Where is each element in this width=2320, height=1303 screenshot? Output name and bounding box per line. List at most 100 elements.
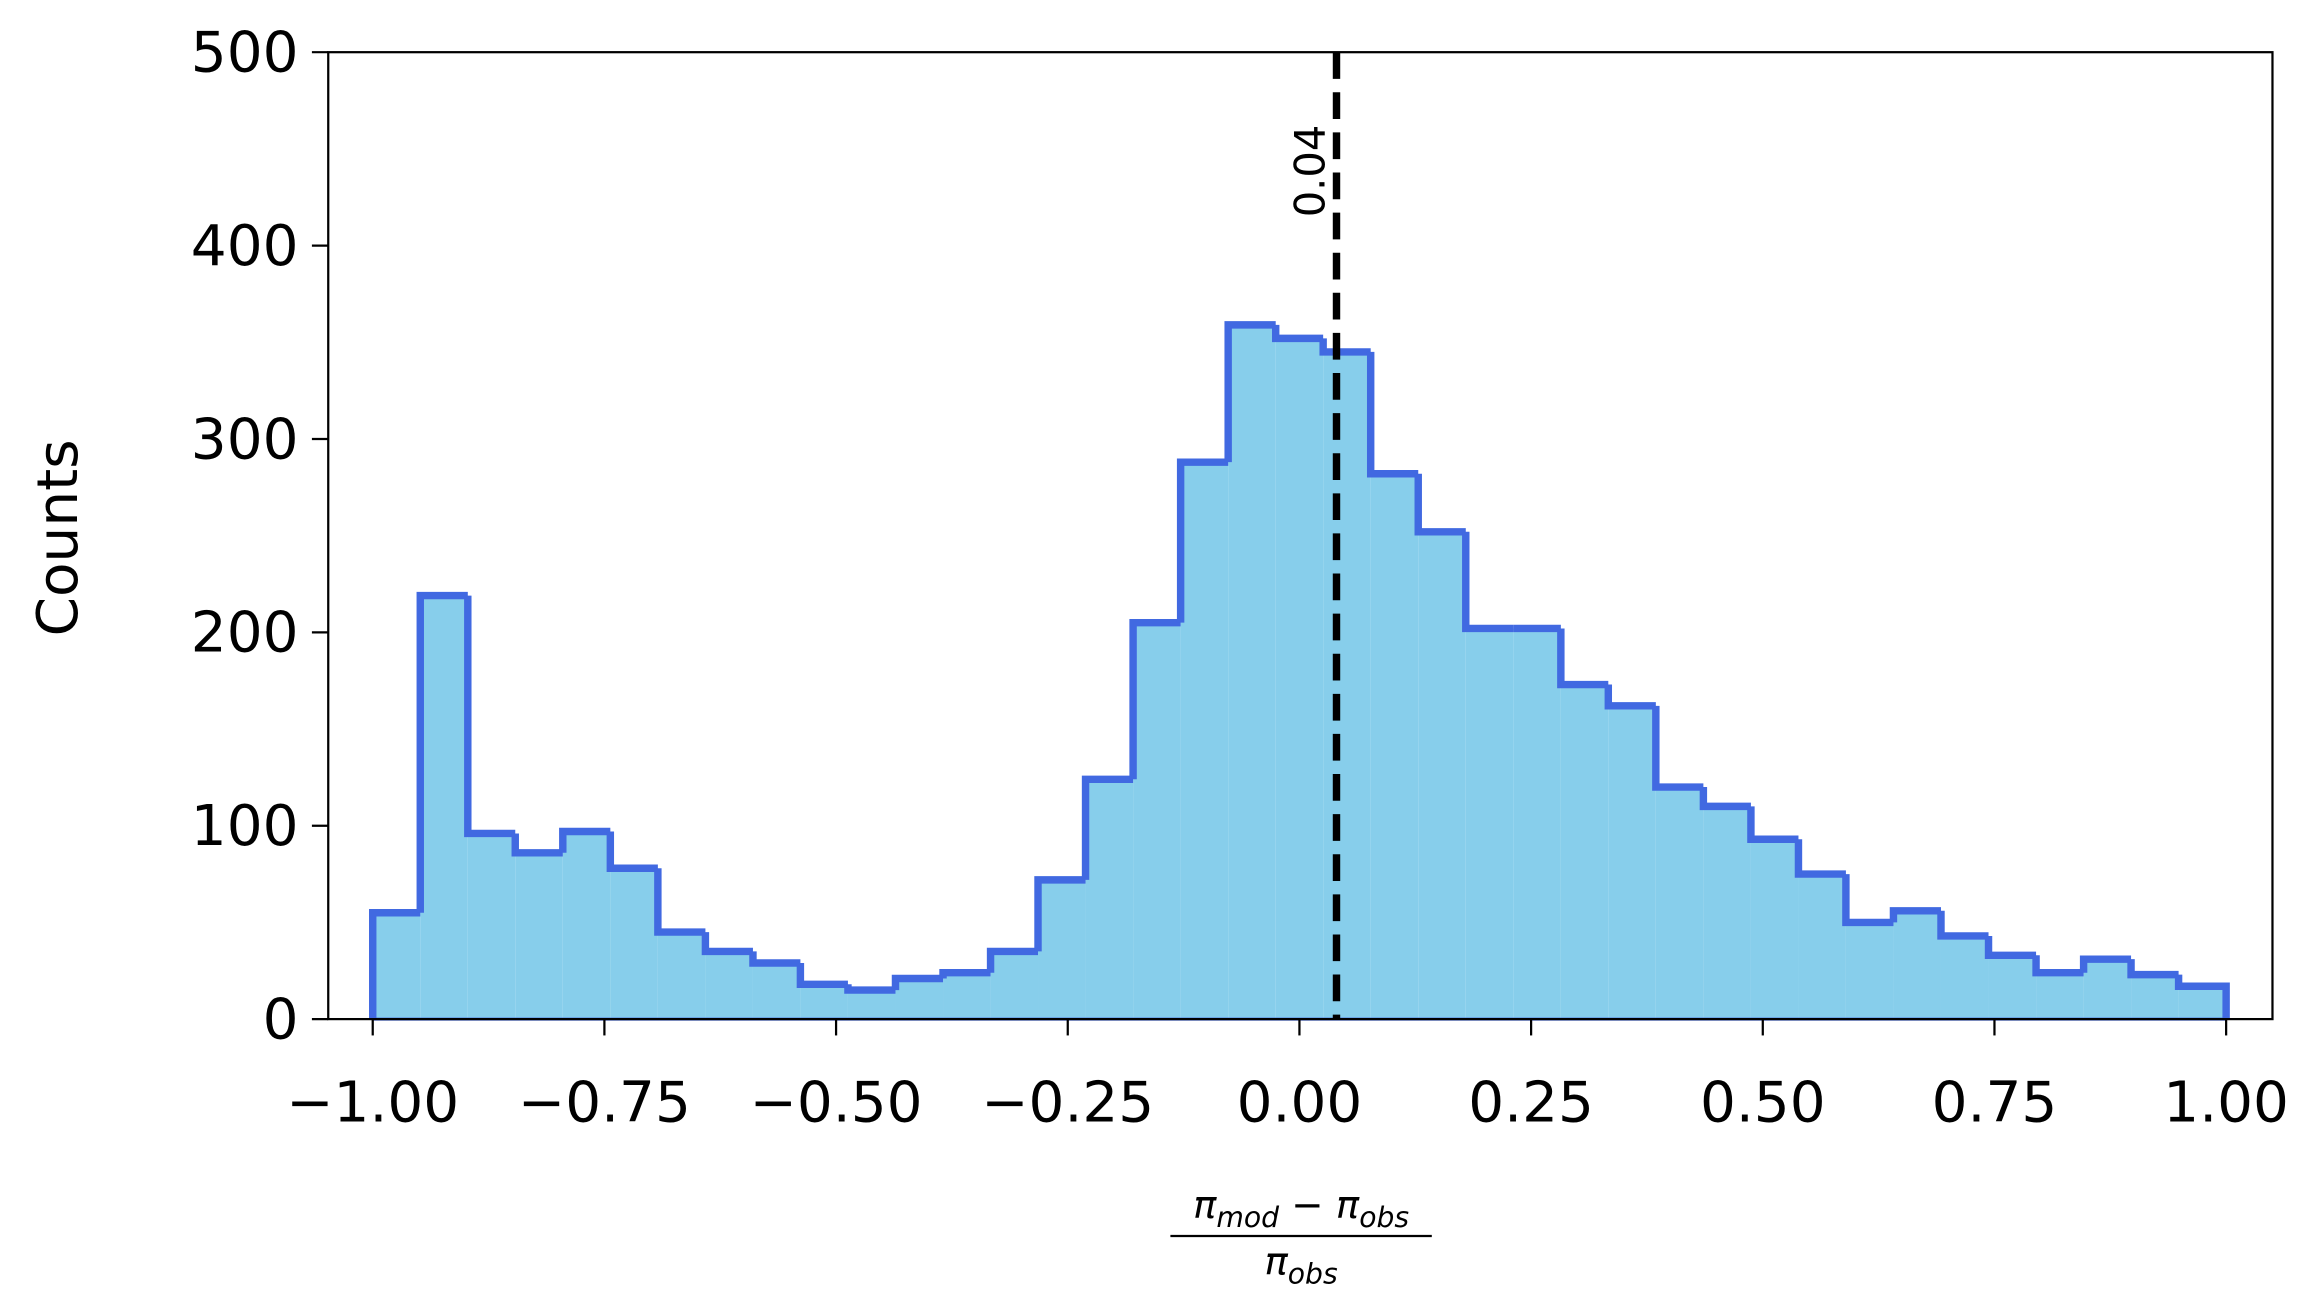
bar-outline: [1034, 876, 1086, 952]
bar: [1608, 705, 1656, 1020]
bar: [705, 951, 753, 1020]
bar: [1275, 338, 1324, 1020]
bar: [1560, 684, 1609, 1020]
bar-outline: [1937, 910, 1989, 940]
bar-outline: [606, 831, 658, 872]
bar: [657, 932, 706, 1020]
bar: [1370, 473, 1419, 1020]
bar: [2083, 959, 2132, 1020]
bar-outline: [1604, 684, 1656, 710]
bar-outline: [1984, 935, 2037, 960]
bar: [420, 595, 468, 1020]
bar-outline: [1889, 907, 1941, 923]
bar: [1940, 935, 1989, 1020]
bar-outline: [891, 974, 944, 991]
label-part: − π: [1279, 1183, 1360, 1228]
bar: [1228, 324, 1276, 1020]
bar-outline: [749, 951, 801, 967]
x-tick-label: −0.25: [981, 1071, 1154, 1136]
x-tick-label: 0.50: [1700, 1071, 1826, 1136]
bar-outline: [1842, 874, 1894, 927]
x-axis-label-numerator: πmod − πobs: [1193, 1183, 1409, 1234]
bar-outline: [511, 833, 563, 857]
x-tick-label: −0.50: [750, 1071, 923, 1136]
bar: [1180, 462, 1229, 1020]
bar: [752, 963, 801, 1020]
bar-outline: [1319, 338, 1371, 356]
bar: [1798, 874, 1846, 1020]
bar-outline: [1462, 531, 1514, 633]
bar-outline: [1271, 324, 1324, 343]
bar: [610, 868, 658, 1020]
bar-outline: [2127, 959, 2179, 979]
bar-outline: [1081, 775, 1134, 880]
reference-label: 0.04: [1286, 125, 1335, 218]
bar: [1323, 351, 1371, 1020]
bar-outline: [1794, 839, 1846, 878]
bar: [2036, 972, 2084, 1020]
bar-outline: [701, 932, 753, 956]
bar-outline: [2079, 955, 2132, 973]
bar: [990, 951, 1039, 1020]
bar: [1513, 628, 1561, 1020]
bar-outline: [1414, 473, 1466, 536]
bar: [1893, 910, 1941, 1020]
bar: [895, 978, 944, 1020]
y-tick-label: 0: [263, 987, 299, 1052]
bar: [2178, 986, 2227, 1020]
bar-outline: [939, 968, 991, 979]
bar: [2131, 974, 2179, 1020]
bar: [1703, 806, 1751, 1020]
bar-outline: [986, 947, 1039, 973]
bar: [372, 912, 421, 1020]
y-tick-label: 400: [191, 214, 299, 279]
bar: [800, 984, 848, 1020]
x-tick-label: 0.75: [1932, 1071, 2058, 1136]
bar-outline: [1176, 458, 1229, 623]
bar: [515, 852, 563, 1020]
y-tick-label: 300: [191, 407, 299, 472]
bar: [467, 833, 516, 1020]
bar-outline: [416, 591, 468, 913]
y-axis-label: Counts: [26, 439, 91, 636]
y-tick-label: 100: [191, 794, 299, 859]
bar: [847, 990, 896, 1020]
bar-outline: [1224, 321, 1276, 463]
bar: [1038, 879, 1086, 1020]
x-tick-label: −1.00: [286, 1071, 459, 1136]
bar-outline: [1699, 787, 1751, 811]
bar-outline: [844, 984, 896, 994]
label-part: π: [1193, 1183, 1217, 1228]
bar-outline: [1652, 705, 1704, 791]
bar-outline: [654, 868, 706, 936]
bar: [1655, 787, 1704, 1020]
label-part: π: [1265, 1240, 1289, 1285]
bar-outline: [2174, 974, 2230, 1020]
bar-outline: [2032, 955, 2084, 977]
bar-outline: [1129, 618, 1181, 780]
bar-outline: [796, 963, 848, 989]
bar: [1750, 839, 1799, 1020]
y-tick-label: 500: [191, 21, 299, 86]
bar-outline: [1557, 628, 1609, 689]
x-tick-label: 1.00: [2163, 1071, 2289, 1136]
subscript: mod: [1216, 1201, 1280, 1234]
x-axis-label-denominator: πobs: [1265, 1240, 1338, 1291]
bar: [1085, 779, 1134, 1020]
bar-outline: [1747, 806, 1799, 843]
bar: [562, 831, 611, 1020]
bar: [1133, 622, 1181, 1020]
subscript: obs: [1359, 1201, 1409, 1234]
bar-outline: [559, 827, 611, 853]
bar: [1845, 922, 1894, 1020]
y-tick-label: 200: [191, 601, 299, 666]
bar: [1988, 955, 2037, 1020]
bar: [1418, 531, 1466, 1020]
x-tick-label: 0.00: [1237, 1071, 1363, 1136]
bar-outline: [464, 595, 516, 838]
x-tick-label: 0.25: [1468, 1071, 1594, 1136]
bar: [943, 972, 991, 1020]
bar-outline: [1366, 351, 1419, 478]
bar-outline: [369, 909, 421, 1020]
